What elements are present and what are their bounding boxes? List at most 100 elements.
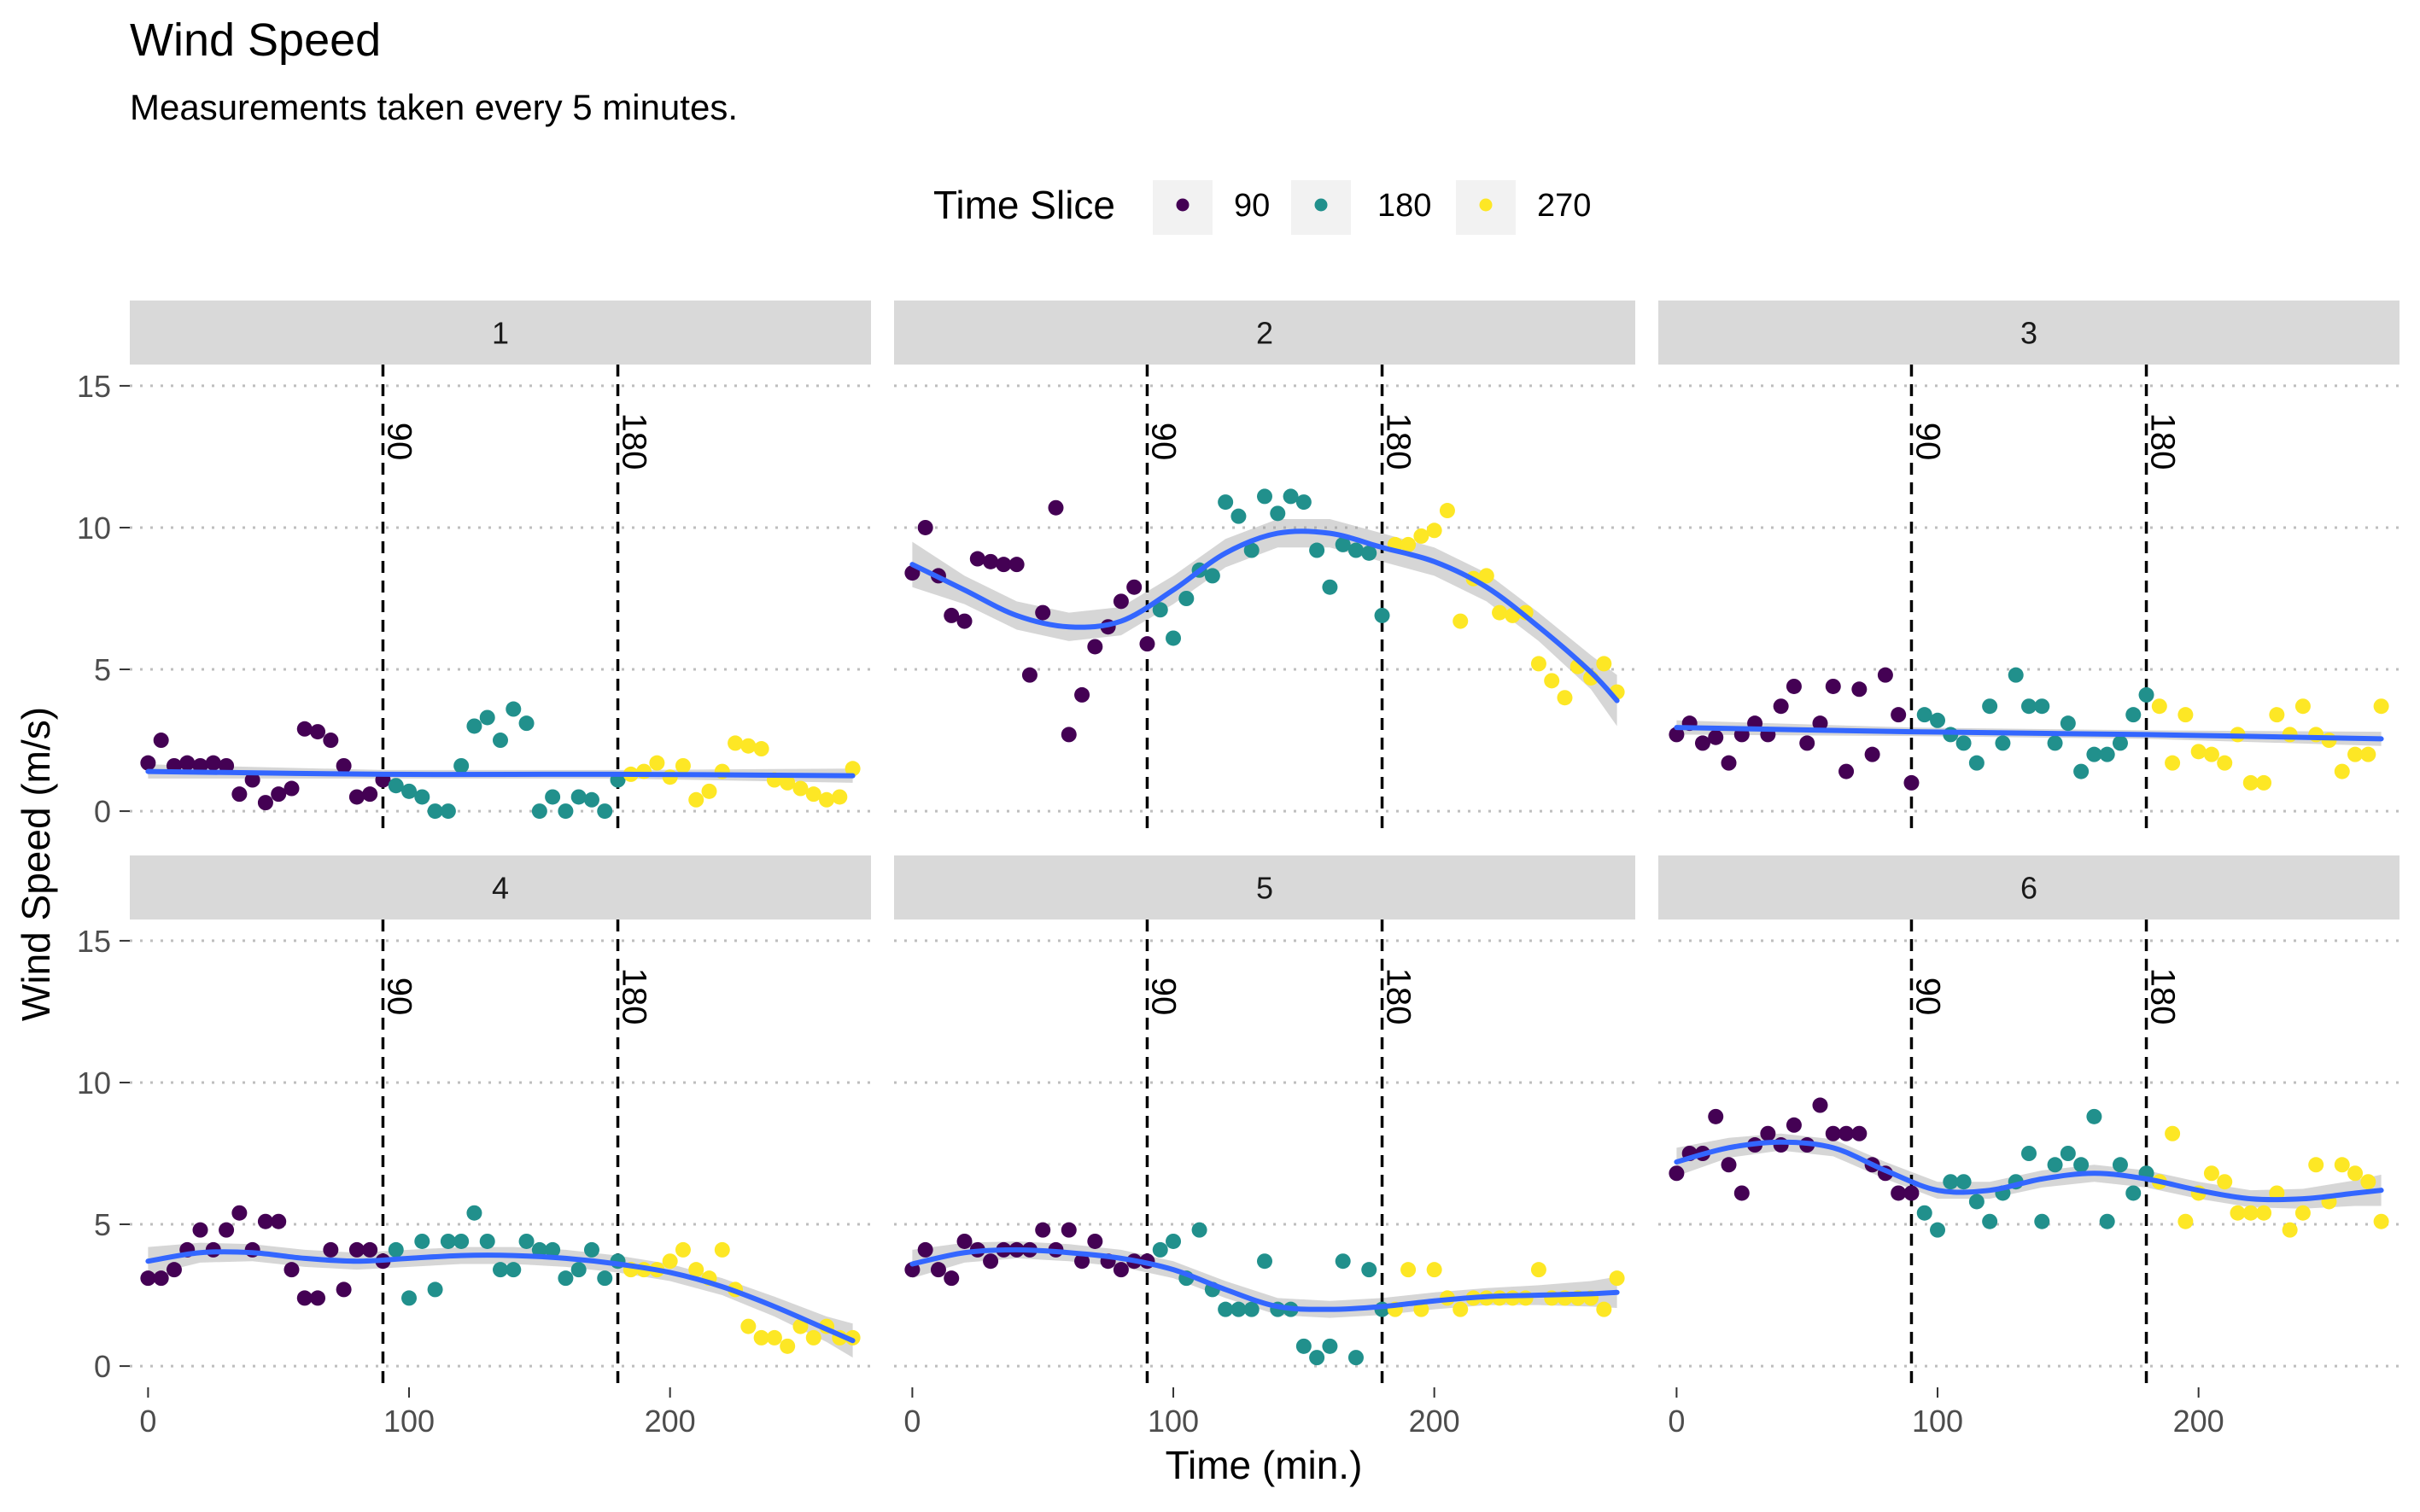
data-point [1733,1185,1750,1201]
data-point [1694,735,1710,751]
data-point [1374,607,1390,623]
data-point [2230,1205,2246,1221]
facet-strip-label: 4 [492,871,509,906]
data-point [310,724,326,740]
data-point [944,607,960,623]
data-point [166,1262,182,1278]
data-point [257,795,273,811]
data-point [597,803,613,820]
data-point [2151,698,2167,715]
data-point [2294,1205,2311,1221]
data-point [1152,1241,1168,1258]
data-point [1453,613,1469,629]
data-point [440,803,456,820]
data-point [688,791,704,808]
data-point [1087,639,1103,655]
data-point [192,1222,208,1238]
data-point [583,791,599,808]
facet-strip-4 [130,855,871,919]
data-point [1035,604,1051,621]
facet-strip-2 [894,301,1635,365]
data-point [917,519,933,535]
data-point [2190,744,2207,760]
data-point [1825,678,1841,694]
data-point [257,1213,273,1229]
data-point [336,757,352,774]
data-point [1347,1350,1364,1366]
data-point [453,1233,470,1249]
data-point [1721,755,1737,771]
data-point [944,1270,960,1287]
data-point [140,755,156,771]
data-point [336,1281,352,1298]
x-tick-label: 100 [383,1404,435,1439]
data-point [2165,1125,2181,1141]
data-point [427,803,443,820]
data-point [2282,1222,2298,1238]
y-tick-label: 10 [77,1065,111,1100]
data-point [1596,656,1612,672]
data-point [2217,1174,2233,1190]
data-point [2099,746,2115,762]
data-point [414,789,430,805]
data-point [2060,715,2076,732]
data-point [2177,1213,2194,1229]
data-point [1295,494,1312,511]
data-point [740,1318,757,1334]
facet-strip-5 [894,855,1635,919]
data-point [466,718,482,734]
data-point [518,1233,535,1249]
y-tick-label: 5 [94,652,111,687]
facet-panel-6: 6 0 100 200 90 180 [1658,855,2400,1439]
x-tick-label: 0 [139,1404,156,1439]
y-tick-label: 15 [77,369,111,404]
data-point [1361,545,1377,561]
data-point [440,1233,456,1249]
data-point [1721,1157,1737,1173]
data-point [2021,698,2037,715]
vline-label-180: 180 [616,968,653,1025]
data-point [1087,1233,1103,1249]
data-point [1426,522,1442,539]
data-point [1916,707,1932,723]
facet-panel-3: 3 90 180 [1658,301,2400,832]
data-point [271,1213,287,1229]
data-point [1230,508,1247,524]
data-point [205,755,221,771]
legend-label-180: 180 [1377,188,1431,224]
data-point [1877,667,1893,683]
data-point [545,1241,561,1258]
confidence-band [148,1242,853,1358]
data-point [570,1262,587,1278]
data-point [296,1290,313,1306]
data-point [1400,1262,1417,1278]
facet-strip-label: 5 [1256,871,1273,906]
data-point [493,1262,508,1278]
facet-strip-label: 1 [492,316,509,351]
data-point [1851,1125,1868,1141]
y-tick-label: 0 [94,794,111,829]
data-point [1669,727,1685,743]
data-point [2086,1108,2102,1124]
data-point [1825,1125,1841,1141]
data-point [1773,698,1789,715]
data-point [1812,1097,1828,1113]
data-point [1916,1205,1932,1221]
data-point [348,1241,365,1258]
data-point [1708,729,1724,745]
data-point [983,553,999,569]
data-point [1492,604,1508,621]
vline-label-180: 180 [2144,968,2182,1025]
data-point [983,1253,999,1270]
data-point [1982,1213,1998,1229]
data-point [1309,542,1325,558]
data-point [904,1262,921,1278]
data-point [1968,1194,1985,1210]
data-point [348,789,365,805]
data-point [766,1329,782,1346]
data-point [1838,1125,1855,1141]
data-point [453,757,470,774]
data-point [969,551,985,567]
data-point [296,721,313,737]
